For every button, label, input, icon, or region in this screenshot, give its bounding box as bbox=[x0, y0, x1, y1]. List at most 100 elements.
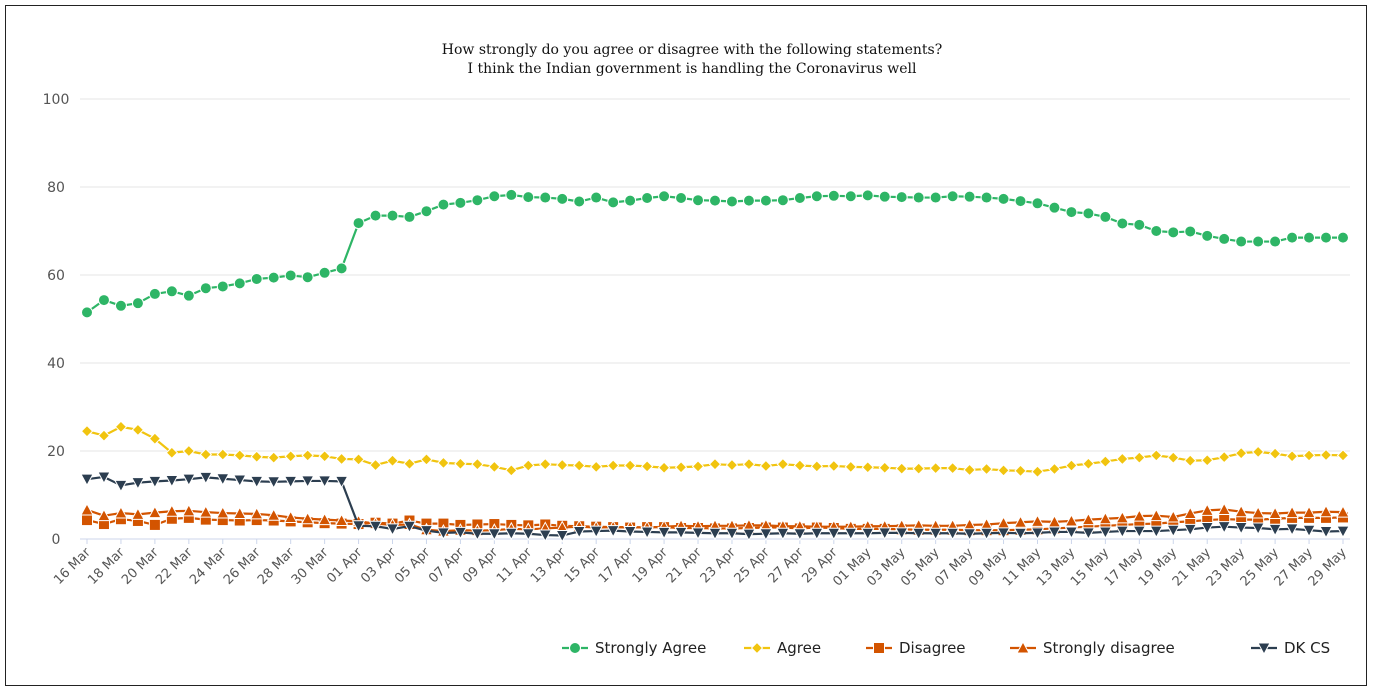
data-point[interactable] bbox=[759, 528, 773, 541]
data-point[interactable] bbox=[1217, 450, 1231, 464]
data-point[interactable] bbox=[1082, 457, 1095, 470]
data-point[interactable] bbox=[573, 195, 586, 208]
data-point[interactable] bbox=[301, 271, 314, 284]
data-point[interactable] bbox=[114, 420, 128, 434]
data-point[interactable] bbox=[844, 190, 857, 203]
data-point[interactable] bbox=[131, 423, 145, 437]
data-point[interactable] bbox=[877, 527, 892, 540]
data-point[interactable] bbox=[148, 287, 161, 300]
data-point[interactable] bbox=[1302, 449, 1316, 462]
legend-item[interactable]: Disagree bbox=[866, 639, 966, 657]
data-point[interactable] bbox=[928, 527, 943, 541]
data-point[interactable] bbox=[1167, 226, 1180, 239]
data-point[interactable] bbox=[1336, 505, 1350, 518]
data-point[interactable] bbox=[522, 459, 535, 472]
data-point[interactable] bbox=[1098, 511, 1113, 525]
data-point[interactable] bbox=[809, 527, 824, 541]
data-point[interactable] bbox=[861, 189, 874, 202]
data-point[interactable] bbox=[1098, 526, 1113, 540]
data-point[interactable] bbox=[555, 529, 570, 543]
data-point[interactable] bbox=[963, 463, 976, 477]
data-point[interactable] bbox=[962, 528, 977, 541]
data-point[interactable] bbox=[997, 192, 1010, 205]
data-point[interactable] bbox=[335, 262, 348, 275]
data-point[interactable] bbox=[1132, 509, 1147, 522]
data-point[interactable] bbox=[114, 505, 128, 519]
data-point[interactable] bbox=[181, 503, 196, 517]
legend-item[interactable]: DK CS bbox=[1251, 639, 1330, 657]
data-point[interactable] bbox=[1013, 515, 1028, 528]
data-point[interactable] bbox=[148, 475, 162, 489]
data-point[interactable] bbox=[826, 527, 841, 541]
data-point[interactable] bbox=[657, 461, 671, 474]
data-point[interactable] bbox=[148, 505, 162, 519]
data-point[interactable] bbox=[165, 504, 179, 517]
data-point[interactable] bbox=[929, 461, 942, 475]
data-point[interactable] bbox=[1132, 525, 1147, 539]
data-point[interactable] bbox=[488, 460, 501, 474]
data-point[interactable] bbox=[317, 475, 332, 488]
data-point[interactable] bbox=[216, 448, 229, 461]
data-point[interactable] bbox=[165, 446, 179, 459]
data-point[interactable] bbox=[386, 454, 399, 467]
data-point[interactable] bbox=[199, 282, 212, 295]
data-point[interactable] bbox=[97, 508, 111, 522]
data-point[interactable] bbox=[266, 508, 281, 521]
data-point[interactable] bbox=[1251, 445, 1265, 459]
data-point[interactable] bbox=[97, 294, 110, 307]
data-point[interactable] bbox=[793, 528, 807, 541]
data-point[interactable] bbox=[1268, 447, 1282, 460]
data-point[interactable] bbox=[641, 192, 654, 204]
data-point[interactable] bbox=[181, 473, 196, 487]
data-point[interactable] bbox=[843, 527, 858, 541]
data-point[interactable] bbox=[1302, 524, 1316, 538]
data-point[interactable] bbox=[369, 458, 382, 472]
data-point[interactable] bbox=[1337, 231, 1349, 244]
data-point[interactable] bbox=[505, 464, 518, 477]
data-point[interactable] bbox=[352, 453, 365, 466]
data-point[interactable] bbox=[1269, 235, 1282, 248]
data-point[interactable] bbox=[334, 475, 349, 489]
data-point[interactable] bbox=[300, 475, 315, 488]
data-point[interactable] bbox=[1320, 231, 1333, 244]
data-point[interactable] bbox=[929, 191, 942, 204]
data-point[interactable] bbox=[80, 473, 94, 487]
data-point[interactable] bbox=[369, 209, 382, 222]
data-point[interactable] bbox=[81, 514, 93, 527]
data-point[interactable] bbox=[1047, 526, 1062, 540]
data-point[interactable] bbox=[454, 196, 467, 209]
data-point[interactable] bbox=[963, 190, 976, 203]
data-point[interactable] bbox=[623, 459, 637, 472]
data-point[interactable] bbox=[249, 506, 264, 520]
data-point[interactable] bbox=[1149, 508, 1164, 522]
data-point[interactable] bbox=[1319, 448, 1333, 462]
data-point[interactable] bbox=[351, 520, 366, 533]
data-point[interactable] bbox=[1251, 522, 1265, 536]
data-point[interactable] bbox=[352, 217, 365, 230]
data-point[interactable] bbox=[283, 475, 298, 489]
data-point[interactable] bbox=[1048, 462, 1061, 476]
data-point[interactable] bbox=[1115, 525, 1130, 539]
data-point[interactable] bbox=[725, 527, 739, 541]
data-point[interactable] bbox=[980, 462, 993, 476]
data-point[interactable] bbox=[1234, 446, 1248, 460]
data-point[interactable] bbox=[1014, 464, 1027, 478]
data-point[interactable] bbox=[1251, 505, 1265, 519]
data-point[interactable] bbox=[1201, 229, 1214, 242]
data-point[interactable] bbox=[436, 527, 451, 540]
data-point[interactable] bbox=[267, 451, 280, 464]
data-point[interactable] bbox=[1081, 512, 1096, 526]
data-point[interactable] bbox=[895, 462, 908, 475]
data-point[interactable] bbox=[454, 457, 467, 470]
data-point[interactable] bbox=[759, 459, 773, 473]
data-point[interactable] bbox=[453, 526, 468, 540]
data-point[interactable] bbox=[420, 453, 433, 466]
data-point[interactable] bbox=[1115, 510, 1130, 524]
data-point[interactable] bbox=[1319, 504, 1333, 518]
data-point[interactable] bbox=[1235, 235, 1248, 248]
data-point[interactable] bbox=[300, 511, 315, 525]
data-point[interactable] bbox=[708, 527, 722, 541]
data-point[interactable] bbox=[1285, 505, 1299, 519]
data-point[interactable] bbox=[556, 458, 569, 472]
data-point[interactable] bbox=[742, 528, 756, 542]
